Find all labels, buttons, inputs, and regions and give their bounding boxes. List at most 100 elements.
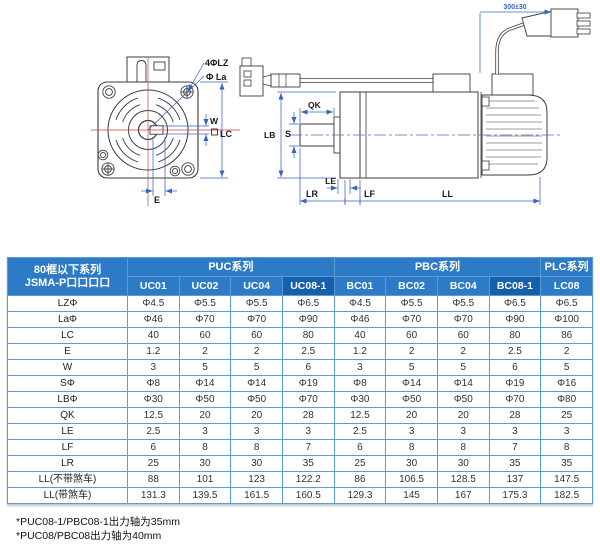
cell: Φ5.5 — [230, 295, 283, 312]
cell: 182.5 — [540, 487, 593, 504]
cell: 20 — [230, 407, 283, 424]
cell: Φ16 — [540, 375, 593, 392]
cell: 60 — [178, 327, 232, 344]
row-label: LZΦ — [7, 295, 128, 312]
cell: 6 — [488, 359, 542, 376]
cell: Φ5.5 — [436, 295, 490, 312]
row-label: LR — [7, 455, 128, 472]
cell: 3 — [436, 423, 490, 440]
label-lc: LC — [220, 129, 232, 139]
row-label: SΦ — [7, 375, 128, 392]
footnote-shaft-35mm: *PUC08-1/PBC08-1出力轴为35mm — [16, 516, 180, 528]
table-row: LR 25 30 30 35 25 30 30 35 35 — [7, 455, 593, 472]
table-row: LE 2.5 3 3 3 2.5 3 3 3 3 — [7, 423, 593, 440]
table-row: LZΦ Φ4.5 Φ5.5 Φ5.5 Φ6.5 Φ4.5 Φ5.5 Φ5.5 Φ… — [7, 295, 593, 312]
table-row: SΦ Φ8 Φ14 Φ14 Φ19 Φ8 Φ14 Φ14 Φ19 Φ16 — [7, 375, 593, 392]
cell: 175.3 — [488, 487, 542, 504]
col-bc02: BC02 — [385, 276, 438, 296]
front-centerlines — [91, 57, 240, 206]
cell: 8 — [230, 439, 283, 456]
cell: Φ6.5 — [540, 295, 593, 312]
cell: 3 — [230, 423, 283, 440]
cell: 2 — [230, 343, 283, 360]
col-bc08-1: BC08-1 — [488, 276, 542, 296]
cell: 35 — [281, 455, 335, 472]
row-label: QK — [7, 407, 128, 424]
cell: 28 — [488, 407, 542, 424]
cell: Φ5.5 — [385, 295, 438, 312]
cell: 106.5 — [385, 471, 438, 488]
row-label: LBΦ — [7, 391, 128, 408]
cell: 122.2 — [281, 471, 335, 488]
cell: Φ6.5 — [488, 295, 542, 312]
label-4philz: 4ΦLZ — [205, 58, 229, 68]
cell: 35 — [488, 455, 542, 472]
cell: 28 — [281, 407, 335, 424]
cell: 3 — [281, 423, 335, 440]
cell: Φ14 — [178, 375, 232, 392]
corner-line1: 80框以下系列 — [33, 263, 102, 276]
cell: 30 — [436, 455, 490, 472]
cell: 30 — [178, 455, 232, 472]
cell: 12.5 — [127, 407, 180, 424]
cell: 5 — [178, 359, 232, 376]
cell: Φ14 — [436, 375, 490, 392]
label-lb: LB — [264, 130, 275, 140]
cell: Φ6.5 — [281, 295, 335, 312]
cell: Φ30 — [333, 391, 387, 408]
table-row: E 1.2 2 2 2.5 1.2 2 2 2.5 2 — [7, 343, 593, 360]
label-w: W — [210, 116, 219, 126]
label-ll: LL — [442, 189, 453, 199]
cell: 80 — [488, 327, 542, 344]
cell: Φ46 — [333, 311, 387, 328]
cell: Φ14 — [385, 375, 438, 392]
cell: 139.5 — [178, 487, 232, 504]
cell: 2.5 — [281, 343, 335, 360]
col-uc04: UC04 — [230, 276, 283, 296]
table-corner: 80框以下系列 JSMA-P口口口口 — [7, 257, 128, 296]
table-row: LC 40 60 60 80 40 60 60 80 86 — [7, 327, 593, 344]
col-bc04: BC04 — [436, 276, 490, 296]
cell: Φ70 — [385, 311, 438, 328]
cell: 3 — [385, 423, 438, 440]
cell: 5 — [540, 359, 593, 376]
cell: 40 — [333, 327, 387, 344]
cell: Φ5.5 — [178, 295, 232, 312]
cell: Φ19 — [281, 375, 335, 392]
label-e: E — [154, 195, 160, 205]
cell: 5 — [385, 359, 438, 376]
cell: 2.5 — [127, 423, 180, 440]
cell: 8 — [540, 439, 593, 456]
cell: 60 — [436, 327, 490, 344]
label-s: S — [285, 129, 291, 139]
cell: 6 — [333, 439, 387, 456]
cell: 1.2 — [333, 343, 387, 360]
cell: 3 — [127, 359, 180, 376]
mounting-holes — [97, 85, 195, 177]
table-row: LL(带煞车) 131.3 139.5 161.5 160.5 129.3 14… — [7, 487, 593, 504]
cell: 137 — [488, 471, 542, 488]
row-label: W — [7, 359, 128, 376]
dimension-diagram: 4ΦLZ Φ La W LC E QK S LB LE LR LF LL 300… — [91, 4, 591, 206]
cell: 2.5 — [488, 343, 542, 360]
cell: 30 — [230, 455, 283, 472]
row-label: LL(带煞车) — [7, 487, 128, 504]
cell: 3 — [488, 423, 542, 440]
table-row: LBΦ Φ30 Φ50 Φ50 Φ70 Φ30 Φ50 Φ50 Φ70 Φ80 — [7, 391, 593, 408]
corner-line2: JSMA-P口口口口 — [24, 276, 111, 289]
cell: 3 — [540, 423, 593, 440]
cell: 167 — [436, 487, 490, 504]
cell: Φ8 — [127, 375, 180, 392]
cell: 2 — [540, 343, 593, 360]
cell: Φ8 — [333, 375, 387, 392]
cell: Φ50 — [230, 391, 283, 408]
side-view — [239, 8, 591, 179]
cell: 12.5 — [333, 407, 387, 424]
cell: Φ70 — [178, 311, 232, 328]
cell: Φ70 — [488, 391, 542, 408]
cell: 161.5 — [230, 487, 283, 504]
cell: Φ70 — [281, 391, 335, 408]
cell: 40 — [127, 327, 180, 344]
cell: Φ100 — [540, 311, 593, 328]
label-le: LE — [325, 176, 336, 186]
